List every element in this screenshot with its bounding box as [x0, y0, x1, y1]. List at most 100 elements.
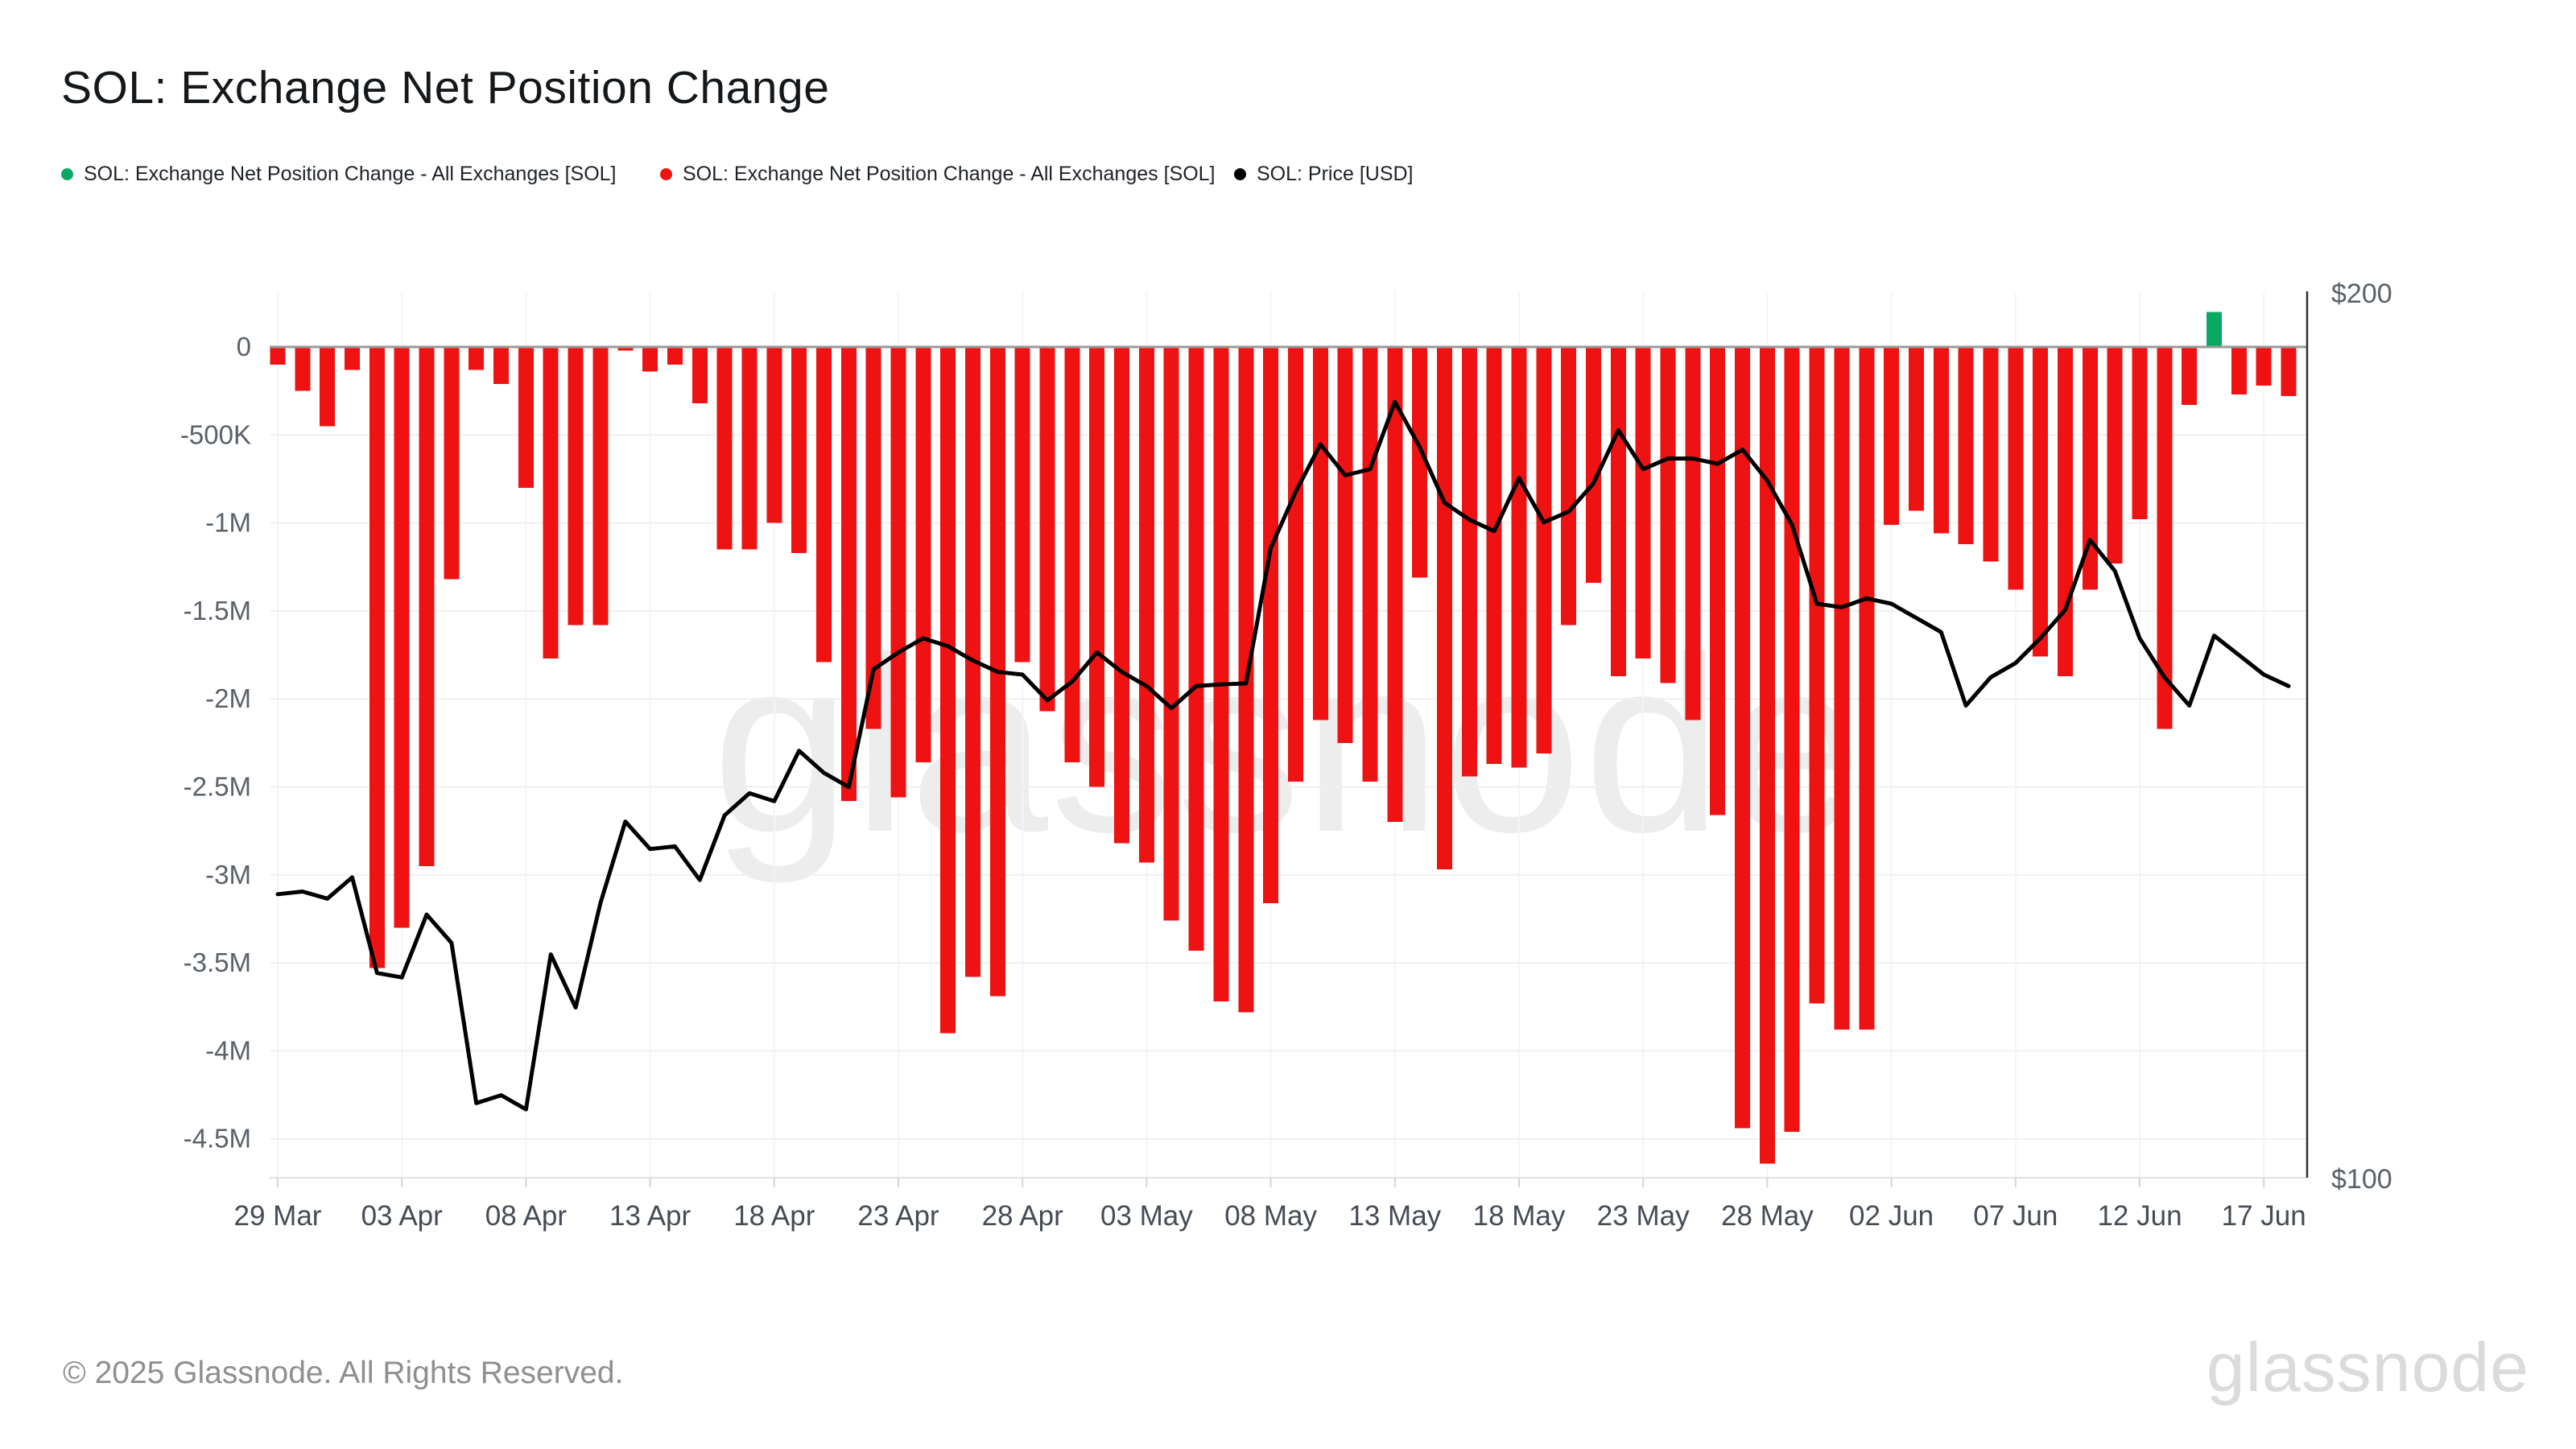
bar-04-apr[interactable]: [419, 347, 435, 866]
x-axis-label: 08 May: [1224, 1200, 1317, 1232]
bar-04-may[interactable]: [1163, 347, 1179, 921]
x-axis-label: 13 Apr: [609, 1200, 691, 1232]
bar-05-apr[interactable]: [444, 347, 460, 580]
bar-03-jun[interactable]: [1908, 347, 1924, 511]
bar-23-may[interactable]: [1635, 347, 1651, 658]
bar-18-may[interactable]: [1511, 347, 1527, 768]
bar-23-apr[interactable]: [890, 347, 906, 798]
bar-01-may[interactable]: [1089, 347, 1105, 787]
bar-30-apr[interactable]: [1064, 347, 1080, 762]
bar-02-jun[interactable]: [1884, 347, 1900, 525]
y-axis-label: 0: [237, 332, 251, 361]
bar-06-may[interactable]: [1213, 347, 1229, 1002]
bar-13-may[interactable]: [1387, 347, 1403, 823]
bar-10-may[interactable]: [1312, 347, 1328, 720]
bar-25-may[interactable]: [1685, 347, 1701, 720]
bar-14-apr[interactable]: [667, 347, 683, 365]
bar-22-apr[interactable]: [865, 347, 881, 729]
bar-07-jun[interactable]: [2008, 347, 2024, 590]
bar-16-may[interactable]: [1461, 347, 1477, 777]
bar-05-may[interactable]: [1188, 347, 1204, 951]
bar-12-apr[interactable]: [617, 347, 634, 351]
legend-dot-red-icon: [660, 168, 672, 180]
bar-01-apr[interactable]: [345, 347, 361, 370]
bar-30-mar[interactable]: [295, 347, 311, 391]
bar-24-may[interactable]: [1660, 347, 1676, 683]
y-axis-label: -1M: [205, 508, 251, 538]
bar-11-may[interactable]: [1337, 347, 1353, 743]
bar-12-may[interactable]: [1362, 347, 1378, 782]
bar-16-jun[interactable]: [2231, 347, 2247, 395]
bar-25-apr[interactable]: [940, 347, 956, 1034]
bar-14-may[interactable]: [1412, 347, 1428, 578]
bar-13-jun[interactable]: [2157, 347, 2173, 729]
legend-item-price[interactable]: SOL: Price [USD]: [1234, 163, 1414, 186]
bar-14-jun[interactable]: [2182, 347, 2198, 406]
bar-15-jun[interactable]: [2207, 312, 2223, 347]
bar-24-apr[interactable]: [915, 347, 931, 762]
bar-31-mar[interactable]: [320, 347, 336, 427]
x-axis-label: 28 Apr: [982, 1200, 1064, 1232]
x-axis-label: 03 May: [1100, 1200, 1193, 1232]
bar-03-may[interactable]: [1138, 347, 1154, 863]
bar-09-may[interactable]: [1287, 347, 1303, 782]
bar-17-may[interactable]: [1486, 347, 1502, 765]
bar-16-apr[interactable]: [716, 347, 733, 550]
bar-09-apr[interactable]: [543, 347, 559, 658]
bar-19-may[interactable]: [1536, 347, 1552, 753]
bar-28-may[interactable]: [1759, 347, 1775, 1164]
legend-dot-green-icon: [61, 168, 73, 180]
legend-item-net-position-positive[interactable]: SOL: Exchange Net Position Change - All …: [61, 163, 617, 186]
x-axis-label: 07 Jun: [1973, 1200, 2058, 1232]
y-axis-label: -3.5M: [184, 947, 251, 977]
bar-19-apr[interactable]: [791, 347, 807, 553]
x-axis-label: 13 May: [1348, 1200, 1441, 1232]
bar-05-jun[interactable]: [1958, 347, 1974, 544]
bar-12-jun[interactable]: [2132, 347, 2148, 520]
bar-06-apr[interactable]: [469, 347, 485, 370]
bar-28-apr[interactable]: [1014, 347, 1030, 663]
bar-15-apr[interactable]: [691, 347, 708, 403]
bar-27-may[interactable]: [1735, 347, 1751, 1129]
bar-17-jun[interactable]: [2256, 347, 2272, 386]
glassnode-logo: glassnode: [2206, 1329, 2529, 1406]
bar-26-may[interactable]: [1710, 347, 1726, 815]
bar-02-may[interactable]: [1114, 347, 1130, 844]
bar-11-jun[interactable]: [2107, 347, 2123, 564]
x-axis-label: 29 Mar: [234, 1200, 322, 1232]
bar-08-apr[interactable]: [518, 347, 534, 488]
bar-09-jun[interactable]: [2057, 347, 2073, 676]
bar-06-jun[interactable]: [1983, 347, 1999, 562]
bar-13-apr[interactable]: [642, 347, 658, 372]
bar-17-apr[interactable]: [741, 347, 758, 550]
bar-29-mar[interactable]: [270, 347, 286, 365]
bar-18-apr[interactable]: [766, 347, 782, 523]
bar-29-may[interactable]: [1784, 347, 1800, 1132]
x-axis-label: 02 Jun: [1849, 1200, 1934, 1232]
bar-10-apr[interactable]: [568, 347, 584, 625]
bar-02-apr[interactable]: [369, 347, 385, 968]
y-axis-label: -4M: [205, 1035, 251, 1065]
legend-label: SOL: Price [USD]: [1257, 163, 1414, 185]
bar-21-may[interactable]: [1586, 347, 1602, 583]
bar-08-may[interactable]: [1263, 347, 1279, 903]
bar-08-jun[interactable]: [2033, 347, 2049, 657]
bar-07-apr[interactable]: [493, 347, 510, 384]
x-axis-label: 23 Apr: [857, 1200, 939, 1232]
legend-item-net-position-negative[interactable]: SOL: Exchange Net Position Change - All …: [660, 163, 1216, 186]
bar-31-may[interactable]: [1834, 347, 1850, 1030]
bar-30-may[interactable]: [1809, 347, 1825, 1004]
bar-10-jun[interactable]: [2082, 347, 2098, 590]
bar-03-apr[interactable]: [394, 347, 410, 928]
bar-20-apr[interactable]: [815, 347, 832, 663]
legend-label: SOL: Exchange Net Position Change - All …: [683, 163, 1216, 185]
bar-21-apr[interactable]: [840, 347, 857, 801]
bar-15-may[interactable]: [1436, 347, 1452, 870]
bar-11-apr[interactable]: [592, 347, 609, 625]
bar-04-jun[interactable]: [1933, 347, 1949, 534]
bar-29-apr[interactable]: [1039, 347, 1055, 712]
bar-18-jun[interactable]: [2281, 347, 2297, 397]
bar-20-may[interactable]: [1561, 347, 1577, 625]
bar-22-may[interactable]: [1610, 347, 1626, 676]
bar-01-jun[interactable]: [1859, 347, 1875, 1030]
